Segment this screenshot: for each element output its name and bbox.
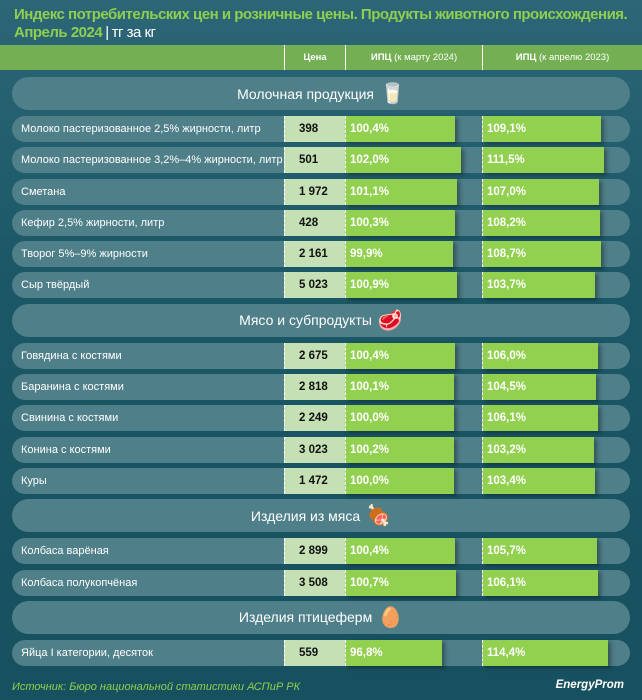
cpi-april-bar: 105,7% (482, 538, 598, 565)
table-row: Молоко пастеризованное 2,5% жирности, ли… (12, 116, 630, 142)
cpi-march-bar: 102,0% (345, 147, 461, 174)
meat-icon: 🥩 (377, 309, 403, 332)
product-name: Сметана (21, 185, 66, 198)
table-row: Колбаса варёная 2 899 100,4% 105,7% (12, 538, 630, 565)
cpi-april-bar: 106,1% (482, 405, 598, 432)
table-row: Куры 1 472 100,0% 103,4% (12, 467, 630, 494)
cpi-april-bar: 103,7% (482, 272, 595, 299)
cpi-march-bar: 96,8% (345, 639, 443, 666)
product-name: Творог 5%–9% жирности (21, 248, 148, 261)
price-cell: 428 (284, 209, 345, 236)
cpi-march-bar: 100,2% (345, 436, 455, 463)
cpi-april-bar: 111,5% (482, 147, 605, 174)
col-cpi-april: ИПЦ (к апрелю 2023) (482, 45, 642, 70)
price-cell: 501 (284, 147, 345, 174)
col-cpi-march-note: (к марту 2024) (394, 52, 458, 63)
product-name: Молоко пастеризованное 2,5% жирности, ли… (21, 123, 261, 135)
page-title: Индекс потребительских цен и розничные ц… (14, 6, 628, 42)
cpi-march-bar: 100,4% (345, 342, 455, 369)
cpi-april-bar: 107,0% (482, 178, 599, 205)
price-cell: 5 023 (284, 272, 345, 299)
section-title: Мясо и субпродукты (239, 312, 372, 329)
col-cpi-march-main: ИПЦ (370, 52, 392, 63)
dairy-icon: 🥛 (380, 83, 405, 105)
product-name: Колбаса варёная (21, 545, 109, 558)
col-cpi-april-main: ИПЦ (515, 52, 537, 63)
price-cell: 2 818 (284, 374, 345, 401)
price-cell: 3 023 (284, 436, 345, 463)
column-header-band: Цена ИПЦ (к марту 2024) ИПЦ (к апрелю 20… (0, 45, 642, 70)
col-cpi-april-note: (к апрелю 2023) (539, 52, 610, 63)
title-line1: Индекс потребительских цен и розничные ц… (14, 6, 628, 23)
table-body: Молочная продукция 🥛 Молоко пастеризованн… (0, 77, 642, 671)
price-cell: 2 675 (284, 342, 345, 369)
cpi-april-bar: 104,5% (482, 374, 596, 401)
table-row: Сметана 1 972 101,1% 107,0% (12, 178, 630, 205)
sausage-icon: 🍖 (366, 505, 392, 528)
cpi-march-bar: 100,4% (345, 116, 455, 142)
section-header: Мясо и субпродукты 🥩 (12, 303, 630, 337)
cpi-march-bar: 100,7% (345, 569, 457, 596)
table-row: Яйца I категории, десяток 559 96,8% 114,… (12, 639, 630, 666)
cpi-march-bar: 100,0% (345, 467, 454, 494)
cpi-march-bar: 100,1% (345, 374, 454, 401)
section-header: Изделия из мяса 🍖 (12, 499, 630, 533)
product-name: Колбаса полукопчёная (21, 576, 138, 589)
cpi-march-bar: 100,0% (345, 405, 454, 432)
cpi-march-bar: 100,9% (345, 272, 457, 299)
product-name: Куры (21, 474, 47, 487)
col-price: Цена (284, 45, 345, 70)
cpi-march-bar: 101,1% (345, 178, 458, 205)
product-name: Яйца I категории, десяток (21, 646, 153, 659)
cpi-april-bar: 103,2% (482, 436, 595, 463)
section-title: Изделия птицеферм (238, 609, 373, 626)
cpi-april-bar: 108,7% (482, 241, 601, 268)
product-name: Сыр твёрдый (21, 279, 90, 292)
eggs-icon: 🥚 (378, 606, 404, 629)
product-name: Баранина с костями (21, 381, 124, 394)
cpi-april-bar: 106,0% (482, 342, 598, 369)
price-cell: 559 (284, 639, 345, 666)
table-row: Сыр твёрдый 5 023 100,9% 103,7% (12, 272, 630, 299)
price-cell: 3 508 (284, 569, 345, 596)
section-title: Изделия из мяса (250, 507, 361, 524)
cpi-april-bar: 114,4% (482, 639, 608, 666)
table-row: Творог 5%–9% жирности 2 161 99,9% 108,7% (12, 241, 630, 268)
section-title: Молочная продукция (237, 85, 375, 102)
product-name: Свинина с костями (21, 412, 119, 425)
source-note: Источник: Бюро национальной статистики А… (12, 681, 301, 693)
price-cell: 398 (284, 116, 345, 142)
cpi-march-bar: 100,3% (345, 209, 455, 236)
energyprom-logo: EnergyProm (555, 679, 624, 691)
table-row: Молоко пастеризованное 3,2%–4% жирности,… (12, 147, 630, 174)
price-cell: 1 472 (284, 467, 345, 494)
section-header: Молочная продукция 🥛 (12, 77, 630, 110)
cpi-april-bar: 106,1% (482, 569, 598, 596)
table-row: Свинина с костями 2 249 100,0% 106,1% (12, 405, 630, 432)
product-name: Говядина с костями (21, 349, 122, 362)
table-row: Колбаса полукопчёная 3 508 100,7% 106,1% (12, 569, 630, 596)
product-name: Молоко пастеризованное 3,2%–4% жирности,… (21, 154, 283, 167)
title-separator: | (105, 24, 109, 41)
cpi-march-bar: 100,4% (345, 538, 455, 565)
table-row: Кефир 2,5% жирности, литр 428 100,3% 108… (12, 209, 630, 236)
cpi-april-bar: 109,1% (482, 116, 602, 142)
title-unit: тг за кг (111, 24, 156, 41)
price-cell: 2 161 (284, 241, 345, 268)
col-cpi-march: ИПЦ (к марту 2024) (345, 45, 482, 70)
table-row: Говядина с костями 2 675 100,4% 106,0% (12, 342, 630, 369)
cpi-march-bar: 99,9% (345, 241, 454, 268)
section-header: Изделия птицеферм 🥚 (12, 600, 630, 634)
cpi-april-bar: 108,2% (482, 209, 601, 236)
table-row: Баранина с костями 2 818 100,1% 104,5% (12, 374, 630, 401)
product-name: Конина с костями (21, 443, 111, 456)
title-period: Апрель 2024 (14, 24, 103, 41)
cpi-april-bar: 103,4% (482, 467, 595, 494)
product-name: Кефир 2,5% жирности, литр (21, 216, 165, 229)
price-cell: 1 972 (284, 178, 345, 205)
price-cell: 2 899 (284, 538, 345, 565)
price-cell: 2 249 (284, 405, 345, 432)
table-row: Конина с костями 3 023 100,2% 103,2% (12, 436, 630, 463)
